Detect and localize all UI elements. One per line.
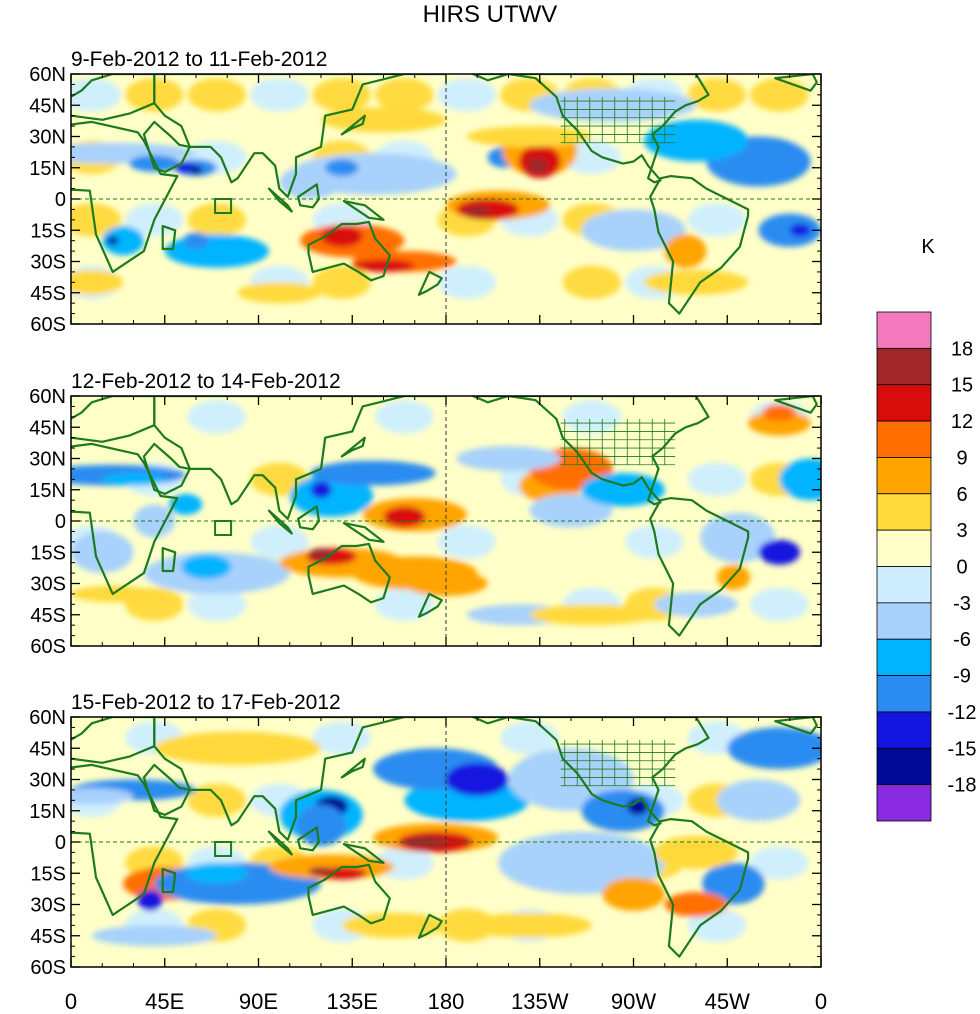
lat-tick-label: 15N [29, 801, 66, 823]
colorbar-swatch [876, 529, 932, 567]
colorbar-tick-label: -12 [948, 702, 977, 724]
colorbar-swatch [876, 638, 932, 676]
colorbar-tick-label: 9 [956, 447, 967, 469]
lat-tick-label: 0 [55, 189, 66, 211]
colorbar: 18 15 12 9 6 3 0 -3 -6 -9 -12 -15 -18 [876, 311, 977, 822]
figure-title: HIRS UTWV [423, 1, 558, 28]
coastlines [71, 717, 818, 958]
lat-tick-label: 60N [29, 64, 66, 86]
lat-tick-label: 45S [30, 283, 66, 305]
colorbar-swatch [876, 784, 932, 822]
lat-tick-label: 15S [30, 542, 66, 564]
colorbar-units-label: K [921, 236, 935, 258]
lat-tick-label: 0 [55, 511, 66, 533]
lat-tick-label: 45S [30, 926, 66, 948]
lon-tick-label: 180 [428, 989, 465, 1014]
lat-tick-label: 15S [30, 220, 66, 242]
colorbar-tick-label: 0 [956, 557, 967, 579]
lon-tick-label: 135E [327, 989, 378, 1014]
lat-tick-label: 45N [29, 95, 66, 117]
anomaly-field [71, 396, 821, 646]
lat-tick-label: 30N [29, 127, 66, 149]
lat-tick-label: 60N [29, 386, 66, 408]
lat-tick-label: 30S [30, 574, 66, 596]
lat-tick-label: 15N [29, 158, 66, 180]
colorbar-tick-label: 6 [956, 484, 967, 506]
anomaly-field [71, 717, 821, 967]
lat-tick-label: 30S [30, 895, 66, 917]
lon-tick-label: 0 [815, 989, 827, 1014]
lat-tick-label: 30N [29, 770, 66, 792]
colorbar-swatch [876, 602, 932, 640]
colorbar-swatch [876, 566, 932, 604]
colorbar-tick-label: -6 [953, 629, 971, 651]
panel-subtitle: 12-Feb-2012 to 14-Feb-2012 [71, 370, 341, 393]
colorbar-swatch [876, 420, 932, 458]
colorbar-swatch [876, 347, 932, 386]
colorbar-tick-label: 15 [951, 375, 973, 397]
colorbar-swatch [876, 457, 932, 495]
colorbar-tick-label: 12 [951, 411, 973, 433]
colorbar-swatch [876, 747, 932, 786]
panel-subtitle: 9-Feb-2012 to 11-Feb-2012 [71, 48, 327, 71]
lat-tick-label: 30S [30, 252, 66, 274]
lon-tick-label: 135W [511, 989, 569, 1014]
coastlines [71, 74, 818, 315]
colorbar-tick-label: -15 [948, 738, 977, 760]
lat-tick-label: 45S [30, 605, 66, 627]
colorbar-tick-label: 18 [951, 338, 973, 360]
lat-tick-label: 45N [29, 417, 66, 439]
lat-tick-label: 15N [29, 480, 66, 502]
colorbar-swatch [876, 711, 932, 749]
colorbar-swatch [876, 675, 932, 713]
lat-tick-label: 60S [30, 636, 66, 658]
colorbar-swatch [876, 311, 932, 349]
lat-tick-label: 60N [29, 707, 66, 729]
lat-tick-label: 60S [30, 314, 66, 336]
lon-tick-label: 45W [705, 989, 750, 1014]
lat-tick-label: 0 [55, 832, 66, 854]
lon-tick-label: 0 [65, 989, 77, 1014]
lat-tick-label: 60S [30, 957, 66, 979]
lon-tick-label: 45E [145, 989, 184, 1014]
colorbar-swatch [876, 384, 932, 422]
lat-tick-label: 30N [29, 449, 66, 471]
colorbar-tick-label: 3 [956, 520, 967, 542]
coastlines [71, 396, 818, 637]
colorbar-swatch [876, 493, 932, 531]
lat-tick-label: 15S [30, 863, 66, 885]
lon-tick-label: 90W [611, 989, 656, 1014]
colorbar-tick-label: -9 [953, 666, 971, 688]
colorbar-tick-label: -18 [948, 775, 977, 797]
panel-subtitle: 15-Feb-2012 to 17-Feb-2012 [71, 691, 341, 714]
colorbar-tick-label: -3 [953, 593, 971, 615]
lon-tick-label: 90E [239, 989, 278, 1014]
lat-tick-label: 45N [29, 738, 66, 760]
